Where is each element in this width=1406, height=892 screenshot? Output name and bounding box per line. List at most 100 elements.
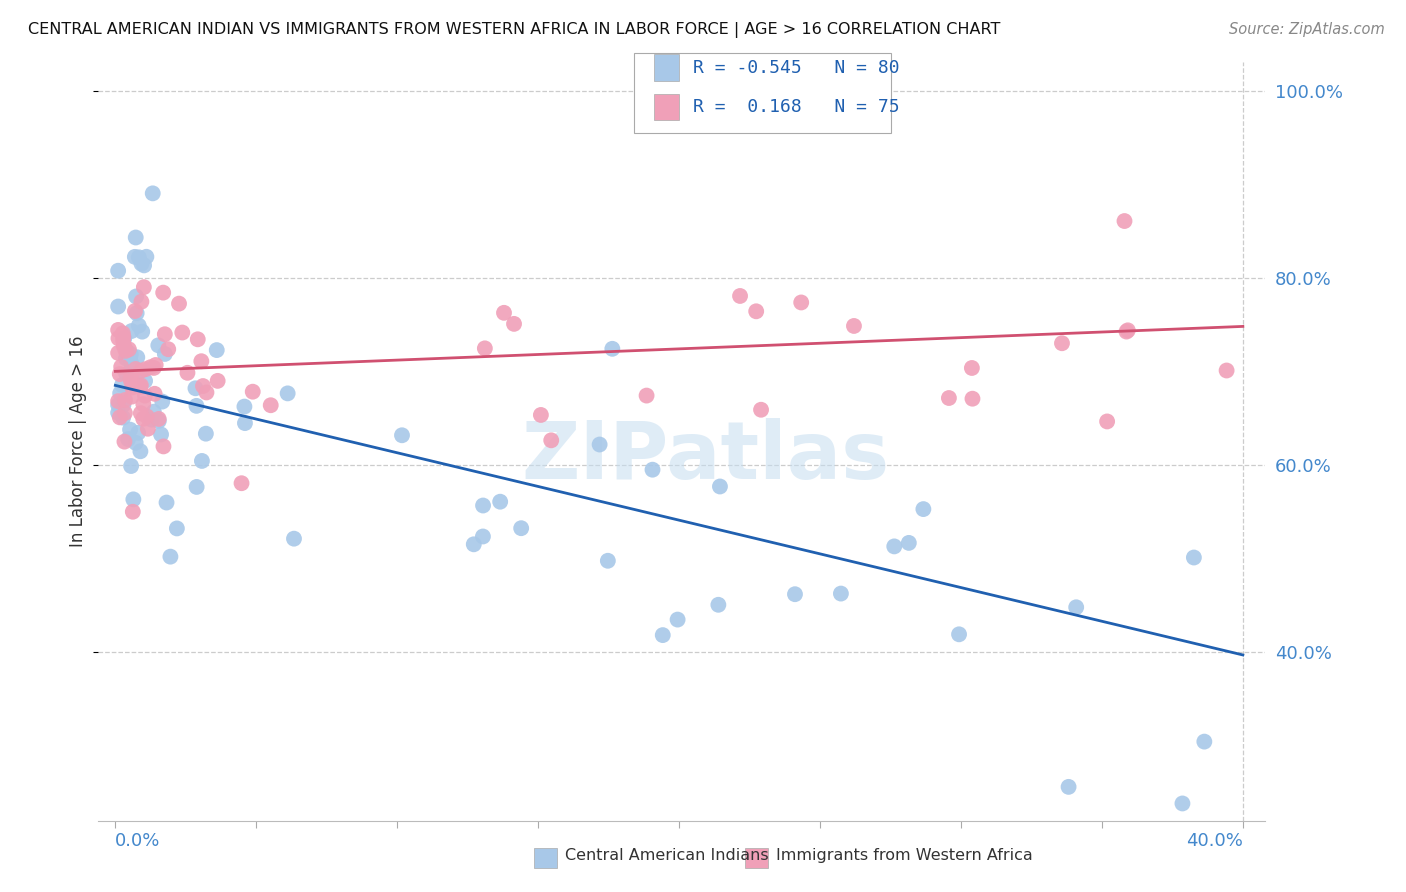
Point — [1095, 414, 1118, 428]
Point — [128, 318, 150, 333]
Point — [962, 392, 984, 406]
Point — [142, 405, 165, 419]
Point — [108, 367, 131, 381]
Point — [636, 388, 658, 402]
Point — [707, 598, 730, 612]
Point — [125, 230, 148, 244]
Point — [166, 521, 188, 535]
Point — [148, 412, 170, 426]
Point — [1116, 323, 1139, 337]
Point — [114, 406, 136, 420]
Point — [112, 398, 135, 412]
Point — [176, 366, 198, 380]
Point — [191, 454, 214, 468]
Point — [148, 414, 170, 428]
Point — [242, 384, 264, 399]
Point — [107, 264, 129, 278]
Point — [472, 499, 495, 513]
Point — [142, 186, 165, 201]
Point — [107, 406, 129, 420]
Point — [125, 306, 148, 320]
Point — [132, 397, 155, 411]
Point — [107, 300, 129, 314]
Point — [391, 428, 413, 442]
Point — [114, 434, 136, 449]
Point — [124, 250, 146, 264]
Point — [120, 347, 142, 361]
Point — [120, 370, 142, 384]
Point — [145, 358, 167, 372]
Point — [142, 360, 165, 375]
Point — [143, 386, 166, 401]
Point — [938, 391, 960, 405]
Point — [651, 628, 673, 642]
Point — [112, 330, 135, 344]
Point — [233, 400, 256, 414]
Point — [842, 318, 865, 333]
Point — [207, 374, 229, 388]
Point — [110, 359, 132, 374]
Point — [120, 458, 142, 473]
Point — [463, 537, 485, 551]
Point — [107, 331, 129, 345]
Text: Central American Indians: Central American Indians — [565, 848, 769, 863]
Point — [783, 587, 806, 601]
Point — [152, 439, 174, 453]
Point — [1194, 734, 1216, 748]
Point — [474, 342, 496, 356]
Point — [153, 327, 176, 342]
Point — [195, 385, 218, 400]
Point — [107, 394, 129, 409]
Point — [124, 304, 146, 318]
Point — [120, 374, 142, 388]
Point — [150, 427, 173, 442]
Point — [135, 409, 157, 424]
Point — [790, 295, 813, 310]
Point — [728, 289, 751, 303]
Point — [125, 289, 148, 303]
Point — [107, 346, 129, 360]
Point — [127, 351, 149, 365]
Point — [745, 304, 768, 318]
Point — [153, 347, 176, 361]
Point — [120, 355, 142, 369]
Point — [114, 392, 136, 407]
Point — [510, 521, 533, 535]
Point — [136, 422, 159, 436]
Point — [112, 334, 135, 348]
Text: 0.0%: 0.0% — [115, 832, 160, 850]
Point — [277, 386, 299, 401]
Point — [132, 280, 155, 294]
Text: Immigrants from Western Africa: Immigrants from Western Africa — [776, 848, 1033, 863]
Point — [120, 423, 142, 437]
Point — [172, 326, 194, 340]
Point — [1050, 336, 1073, 351]
Point — [122, 492, 145, 507]
Point — [666, 613, 689, 627]
Point — [135, 250, 157, 264]
Point — [167, 296, 190, 310]
Point — [121, 390, 143, 404]
Point — [1115, 325, 1137, 339]
Point — [129, 378, 152, 392]
Point — [596, 554, 619, 568]
Point — [1064, 600, 1087, 615]
Point — [159, 549, 181, 564]
Point — [111, 326, 134, 341]
Point — [128, 380, 150, 394]
Text: R =  0.168   N = 75: R = 0.168 N = 75 — [693, 98, 900, 116]
Point — [148, 338, 170, 352]
Point — [471, 529, 494, 543]
Point — [115, 344, 138, 359]
Point — [205, 343, 228, 357]
Text: CENTRAL AMERICAN INDIAN VS IMMIGRANTS FROM WESTERN AFRICA IN LABOR FORCE | AGE >: CENTRAL AMERICAN INDIAN VS IMMIGRANTS FR… — [28, 22, 1001, 38]
Point — [108, 410, 131, 425]
Point — [121, 380, 143, 394]
Point — [602, 342, 624, 356]
Point — [112, 339, 135, 353]
Y-axis label: In Labor Force | Age > 16: In Labor Force | Age > 16 — [69, 335, 87, 548]
Point — [883, 540, 905, 554]
Point — [186, 480, 208, 494]
Point — [912, 502, 935, 516]
Point — [749, 402, 772, 417]
